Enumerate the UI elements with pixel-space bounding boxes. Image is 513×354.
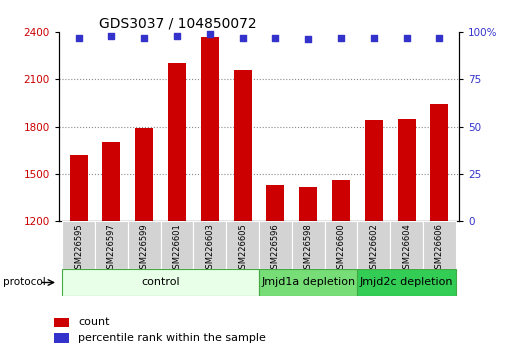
Text: GSM226603: GSM226603 [205,223,214,274]
Bar [233,70,252,221]
Bar [266,185,285,221]
Point [403,35,411,40]
Point [337,35,345,40]
Text: count: count [78,317,110,327]
Point [206,31,214,36]
Text: GSM226596: GSM226596 [271,223,280,274]
Text: percentile rank within the sample: percentile rank within the sample [78,333,266,343]
Point [436,35,444,40]
Point [370,35,378,40]
Bar [62,269,259,296]
Bar [259,269,358,296]
Bar [358,221,390,269]
Text: GSM226604: GSM226604 [402,223,411,274]
Bar [168,63,186,221]
Bar [332,180,350,221]
Bar [299,187,317,221]
Text: Jmjd1a depletion: Jmjd1a depletion [261,277,356,287]
Bar [365,120,383,221]
Bar [201,36,219,221]
Text: GSM226601: GSM226601 [172,223,182,274]
Bar [358,269,456,296]
Bar [135,128,153,221]
Text: GSM226600: GSM226600 [337,223,346,274]
Point [173,33,181,39]
Bar [292,221,325,269]
Bar [103,142,121,221]
Text: GSM226595: GSM226595 [74,223,83,274]
Bar [193,221,226,269]
Bar [95,221,128,269]
Bar [430,104,448,221]
Text: GSM226598: GSM226598 [304,223,313,274]
Bar [54,318,69,327]
Text: GSM226599: GSM226599 [140,223,149,274]
Bar [128,221,161,269]
Point [140,35,148,40]
Bar [70,155,88,221]
Bar [161,221,193,269]
Text: GSM226606: GSM226606 [435,223,444,274]
Point [74,35,83,40]
Text: GSM226605: GSM226605 [238,223,247,274]
Text: Jmjd2c depletion: Jmjd2c depletion [360,277,453,287]
Bar [259,221,292,269]
Bar [54,333,69,343]
Point [271,35,280,40]
Text: GDS3037 / 104850072: GDS3037 / 104850072 [99,17,256,31]
Text: protocol: protocol [3,278,45,287]
Bar [398,119,416,221]
Point [239,35,247,40]
Point [304,36,312,42]
Bar [423,221,456,269]
Bar [325,221,358,269]
Point [107,33,115,39]
Bar [390,221,423,269]
Text: control: control [142,277,180,287]
Text: GSM226602: GSM226602 [369,223,379,274]
Bar [62,221,95,269]
Bar [226,221,259,269]
Text: GSM226597: GSM226597 [107,223,116,274]
